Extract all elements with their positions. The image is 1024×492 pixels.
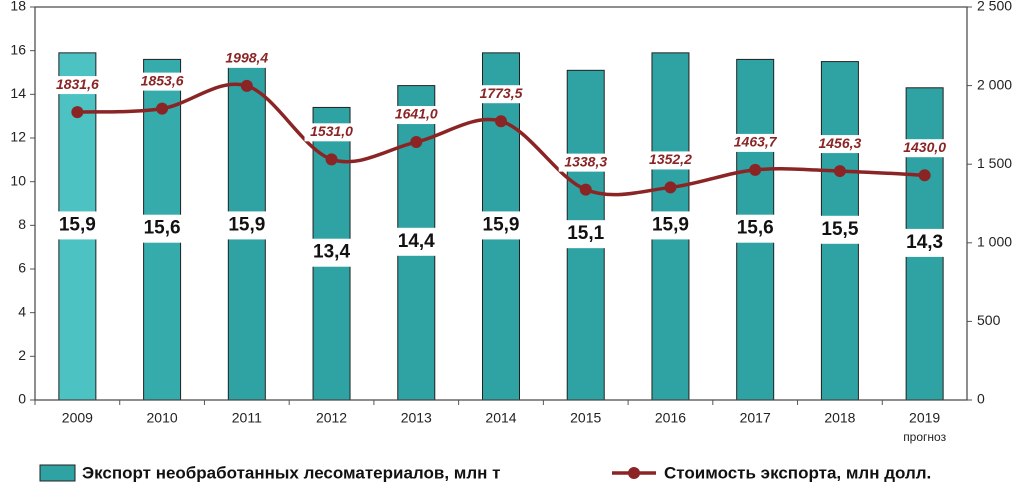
line-label-bg (812, 135, 867, 154)
y-tick-label: 6 (18, 260, 26, 276)
line-point (918, 169, 931, 182)
y-tick-label: 0 (18, 391, 26, 407)
legend-swatch (39, 464, 76, 482)
line-label-bg (558, 153, 613, 172)
value-label-bg (814, 215, 865, 244)
bar-value-label: 15,6 (737, 218, 774, 239)
value-label-bg (52, 211, 103, 240)
line-point (156, 102, 169, 115)
line-point (240, 79, 253, 92)
line-value-label: 1773,5 (480, 85, 523, 101)
value-label-bg (560, 220, 611, 249)
legend-label: Стоимость экспорта, млн долл. (664, 463, 931, 482)
bar-value-label: 15,1 (567, 223, 604, 244)
line-value-label: 1831,6 (56, 76, 99, 92)
x-tick-label: 2019 (909, 410, 940, 426)
y2-tick-label: 1 500 (977, 155, 1012, 171)
line-point (410, 136, 423, 149)
value-label-bg (221, 211, 272, 240)
bar-value-label: 15,9 (652, 214, 689, 235)
bar-value-label: 15,9 (483, 214, 520, 235)
line-value-label: 1641,0 (395, 106, 438, 122)
bar-value-label: 15,6 (144, 218, 181, 239)
x-tick-label: 2011 (232, 410, 262, 426)
y2-tick-label: 1 000 (977, 234, 1012, 250)
y-tick-label: 18 (10, 0, 26, 14)
line-label-bg (728, 133, 783, 152)
y-tick-label: 10 (10, 172, 26, 188)
bar-value-label: 14,3 (906, 232, 943, 253)
value-label-bg (306, 238, 357, 267)
x-tick-label: 2012 (316, 410, 347, 426)
line-value-label: 1456,3 (818, 135, 861, 151)
x-tick-label: 2016 (655, 410, 686, 426)
line-point (833, 165, 846, 178)
line-value-label: 1352,2 (649, 151, 692, 167)
y-tick-label: 14 (10, 85, 26, 101)
line-value-label: 1531,0 (310, 123, 353, 139)
x-tick-label: 2009 (62, 410, 93, 426)
x-tick-label: 2015 (570, 410, 601, 426)
plot-frame (34, 6, 968, 401)
category-note: прогноз (903, 430, 946, 444)
value-label-bg (137, 214, 188, 243)
value-label-bg (476, 211, 526, 240)
y2-tick-label: 0 (977, 391, 985, 407)
line-value-label: 1463,7 (734, 134, 778, 150)
x-tick-label: 2014 (485, 410, 516, 426)
y-tick-label: 16 (10, 41, 26, 57)
line-value-label: 1998,4 (225, 50, 268, 66)
value-label-bg (645, 211, 696, 240)
bar-value-label: 15,9 (228, 214, 265, 235)
line-point (71, 106, 84, 119)
y2-tick-label: 2 500 (977, 0, 1012, 14)
x-tick-label: 2018 (824, 410, 855, 426)
x-tick-label: 2013 (401, 410, 432, 426)
line-value-label: 1853,6 (141, 72, 184, 88)
line-label-bg (304, 123, 359, 142)
value-label-bg (730, 214, 781, 243)
bar-value-label: 15,9 (59, 214, 96, 235)
y2-tick-label: 2 000 (977, 76, 1012, 92)
line-point (664, 181, 677, 194)
legend-label: Экспорт необработанных лесоматериалов, м… (82, 463, 500, 482)
line-value-label: 1430,0 (903, 139, 946, 155)
y2-tick-label: 500 (977, 312, 1001, 328)
legend-marker (628, 467, 640, 479)
y-tick-label: 12 (10, 129, 26, 145)
line-label-bg (135, 72, 190, 91)
y-tick-label: 2 (18, 347, 26, 363)
line-point (325, 153, 338, 166)
line-label-bg (643, 151, 698, 170)
line-point (749, 163, 762, 176)
line-label-bg (474, 85, 528, 104)
value-label-bg (899, 228, 950, 257)
y-tick-label: 4 (18, 303, 26, 319)
x-tick-label: 2017 (740, 410, 771, 426)
line-point (495, 115, 507, 128)
line-point (579, 183, 592, 196)
line-label-bg (219, 49, 274, 68)
value-label-bg (391, 227, 442, 256)
line-value-label: 1338,3 (564, 153, 607, 169)
bar-value-label: 14,4 (398, 231, 435, 252)
line-label-bg (897, 139, 952, 158)
bar-value-label: 13,4 (313, 242, 350, 263)
x-tick-label: 2010 (147, 410, 178, 426)
y-tick-label: 8 (18, 216, 26, 232)
line-label-bg (50, 76, 105, 95)
bar-value-label: 15,5 (821, 219, 858, 240)
line-label-bg (389, 106, 444, 125)
